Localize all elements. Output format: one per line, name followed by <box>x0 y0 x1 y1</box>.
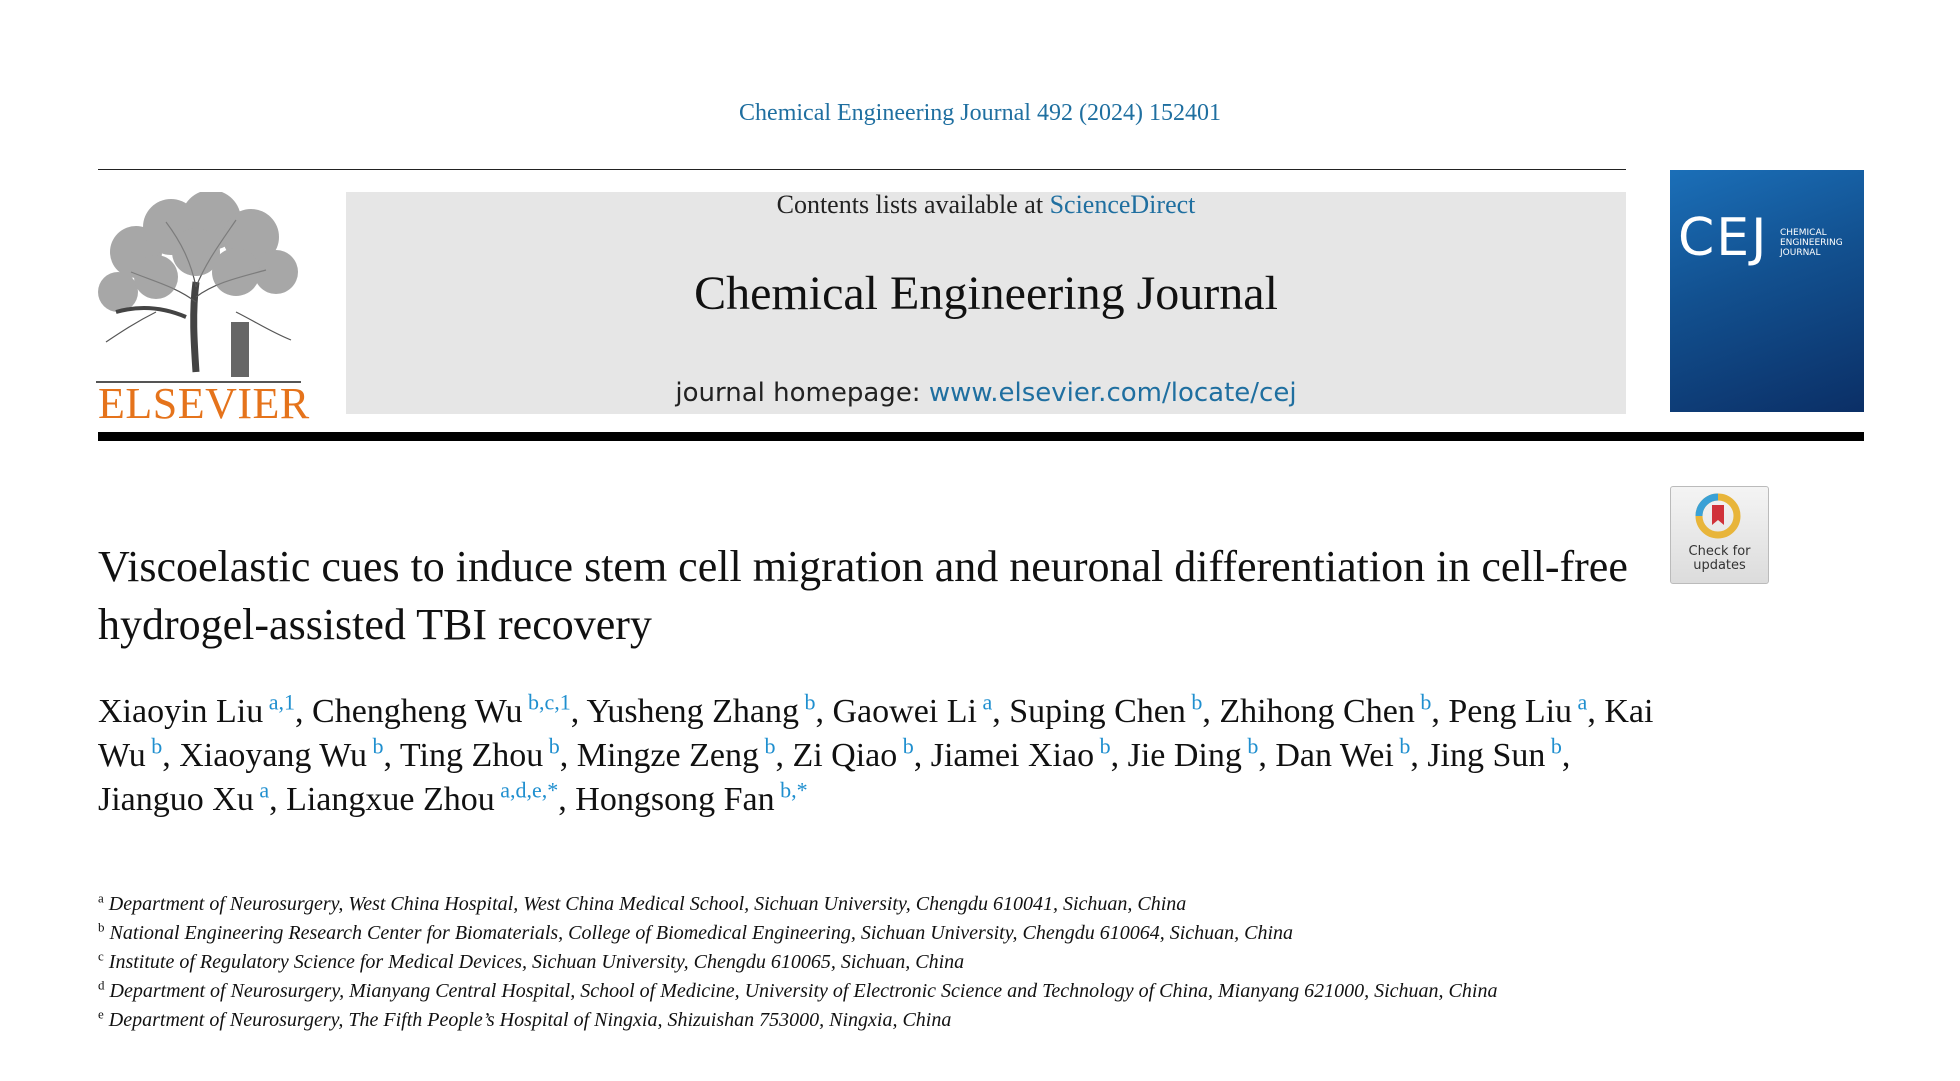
article-title: Viscoelastic cues to induce stem cell mi… <box>98 542 1628 649</box>
author-name[interactable]: Chengheng Wu <box>312 693 523 730</box>
affiliation-item: a Department of Neurosurgery, West China… <box>98 890 1658 919</box>
author-affiliation-marks[interactable]: b <box>1393 733 1411 759</box>
badge-line-1: Check for <box>1688 544 1751 559</box>
author[interactable]: Jie Ding b <box>1127 733 1259 774</box>
affiliation-mark: b <box>98 919 105 935</box>
author-affiliation-marks[interactable]: b <box>1414 689 1432 715</box>
check-for-updates-label: Check for updates <box>1671 545 1768 573</box>
author[interactable]: Jiamei Xiao b <box>930 733 1111 774</box>
author-name[interactable]: Jianguo Xu <box>98 781 254 818</box>
author-affiliation-marks[interactable]: b <box>543 733 560 759</box>
journal-cover[interactable]: CEJ CHEMICAL ENGINEERING JOURNAL <box>1670 170 1864 412</box>
author-affiliation-marks[interactable]: a,1 <box>263 689 296 715</box>
author-affiliation-marks[interactable]: a,d,e,* <box>494 777 559 803</box>
author-name[interactable]: Suping Chen <box>1009 693 1186 730</box>
author-affiliation-marks[interactable]: b <box>1094 733 1111 759</box>
author-name[interactable]: Zi Qiao <box>792 737 898 774</box>
author-name[interactable]: Ting Zhou <box>399 737 544 774</box>
author-affiliation-marks[interactable]: a <box>1572 689 1588 715</box>
author-name[interactable]: Kai Wu <box>98 693 1654 774</box>
author[interactable]: Chengheng Wu b,c,1 <box>312 689 571 730</box>
author-affiliation-marks[interactable]: b <box>367 733 384 759</box>
author-affiliation-marks[interactable]: a <box>253 777 270 803</box>
affiliation-text: Department of Neurosurgery, Mianyang Cen… <box>104 980 1498 1002</box>
author-list: Xiaoyin Liu a,1, Chengheng Wu b,c,1, Yus… <box>98 689 1654 818</box>
author[interactable]: Hongsong Fan b,* <box>575 777 808 818</box>
author[interactable]: Jianguo Xu a <box>98 777 270 818</box>
affiliation-text: National Engineering Research Center for… <box>104 922 1294 944</box>
affiliation-text: Institute of Regulatory Science for Medi… <box>103 951 965 973</box>
publisher-name: ELSEVIER <box>98 379 310 428</box>
author[interactable]: Xiaoyang Wu b <box>179 733 384 774</box>
badge-line-2: updates <box>1693 558 1746 573</box>
affiliation-text: Department of Neurosurgery, West China H… <box>103 893 1187 915</box>
author-affiliation-marks[interactable]: b <box>1185 689 1203 715</box>
author-name[interactable]: Peng Liu <box>1448 693 1573 730</box>
affiliation-mark: e <box>98 1006 104 1022</box>
elsevier-tree-logo <box>96 192 301 383</box>
affiliation-item: e Department of Neurosurgery, The Fifth … <box>98 1006 1658 1035</box>
contents-prefix: Contents lists available at <box>776 190 1050 219</box>
author[interactable]: Kai Wu b <box>98 693 1653 774</box>
author-affiliation-marks[interactable]: b,c,1 <box>522 689 571 715</box>
affiliation-mark: a <box>98 890 104 906</box>
author-affiliation-marks[interactable]: b <box>758 733 776 759</box>
author[interactable]: Zhihong Chen b <box>1219 689 1432 730</box>
author[interactable]: Suping Chen b <box>1009 689 1203 730</box>
author[interactable]: Xiaoyin Liu a,1 <box>98 689 296 730</box>
author-affiliation-marks[interactable]: b <box>897 733 914 759</box>
author-affiliation-marks[interactable]: a <box>976 689 993 715</box>
header-rule <box>98 169 1626 170</box>
affiliation-item: c Institute of Regulatory Science for Me… <box>98 948 1658 977</box>
masthead-rule <box>98 432 1864 441</box>
author-name[interactable]: Xiaoyang Wu <box>179 737 368 774</box>
author-affiliation-marks[interactable]: b <box>1241 733 1259 759</box>
author-name[interactable]: Jiamei Xiao <box>930 737 1095 774</box>
affiliation-item: d Department of Neurosurgery, Mianyang C… <box>98 977 1658 1006</box>
affiliation-mark: d <box>98 977 105 993</box>
author-affiliation-marks[interactable]: b,* <box>774 777 808 803</box>
journal-masthead <box>346 192 1626 414</box>
author[interactable]: Yusheng Zhang b <box>586 689 816 730</box>
author-name[interactable]: Yusheng Zhang <box>586 693 799 730</box>
affiliation-list: a Department of Neurosurgery, West China… <box>98 890 1658 1035</box>
author[interactable]: Jing Sun b <box>1427 733 1562 774</box>
author-name[interactable]: Dan Wei <box>1275 737 1394 774</box>
author[interactable]: Mingze Zeng b <box>576 733 776 774</box>
sciencedirect-link[interactable]: ScienceDirect <box>1049 190 1196 219</box>
homepage-prefix: journal homepage: <box>675 378 929 408</box>
contents-line: Contents lists available at ScienceDirec… <box>346 190 1626 220</box>
affiliation-text: Department of Neurosurgery, The Fifth Pe… <box>103 1009 952 1031</box>
author-name[interactable]: Jie Ding <box>1127 737 1242 774</box>
citation-link[interactable]: Chemical Engineering Journal 492 (2024) … <box>739 100 1221 126</box>
author[interactable]: Dan Wei b <box>1275 733 1411 774</box>
author-affiliation-marks[interactable]: b <box>145 733 163 759</box>
journal-title: Chemical Engineering Journal <box>694 267 1278 320</box>
check-for-updates-button[interactable]: Check for updates <box>1670 486 1769 584</box>
author[interactable]: Zi Qiao b <box>792 733 914 774</box>
author-name[interactable]: Gaowei Li <box>832 693 977 730</box>
author[interactable]: Ting Zhou b <box>399 733 560 774</box>
author[interactable]: Peng Liu a <box>1448 689 1588 730</box>
author[interactable]: Liangxue Zhou a,d,e,* <box>286 777 559 818</box>
author-name[interactable]: Jing Sun <box>1427 737 1546 774</box>
homepage-link[interactable]: www.elsevier.com/locate/cej <box>928 378 1297 408</box>
author-name[interactable]: Liangxue Zhou <box>286 781 495 818</box>
author-name[interactable]: Zhihong Chen <box>1219 693 1415 730</box>
affiliation-item: b National Engineering Research Center f… <box>98 919 1658 948</box>
crossmark-icon <box>1695 493 1741 539</box>
journal-homepage: journal homepage: www.elsevier.com/locat… <box>346 378 1626 408</box>
cover-abbreviation: CEJ <box>1678 208 1769 268</box>
author-name[interactable]: Xiaoyin Liu <box>98 693 264 730</box>
author-name[interactable]: Mingze Zeng <box>576 737 759 774</box>
author-name[interactable]: Hongsong Fan <box>575 781 775 818</box>
journal-citation[interactable]: Chemical Engineering Journal 492 (2024) … <box>0 100 1960 127</box>
author[interactable]: Gaowei Li a <box>832 689 993 730</box>
affiliation-mark: c <box>98 948 104 964</box>
author-affiliation-marks[interactable]: b <box>799 689 816 715</box>
cover-journal-name: CHEMICAL ENGINEERING JOURNAL <box>1780 228 1843 258</box>
author-affiliation-marks[interactable]: b <box>1545 733 1562 759</box>
